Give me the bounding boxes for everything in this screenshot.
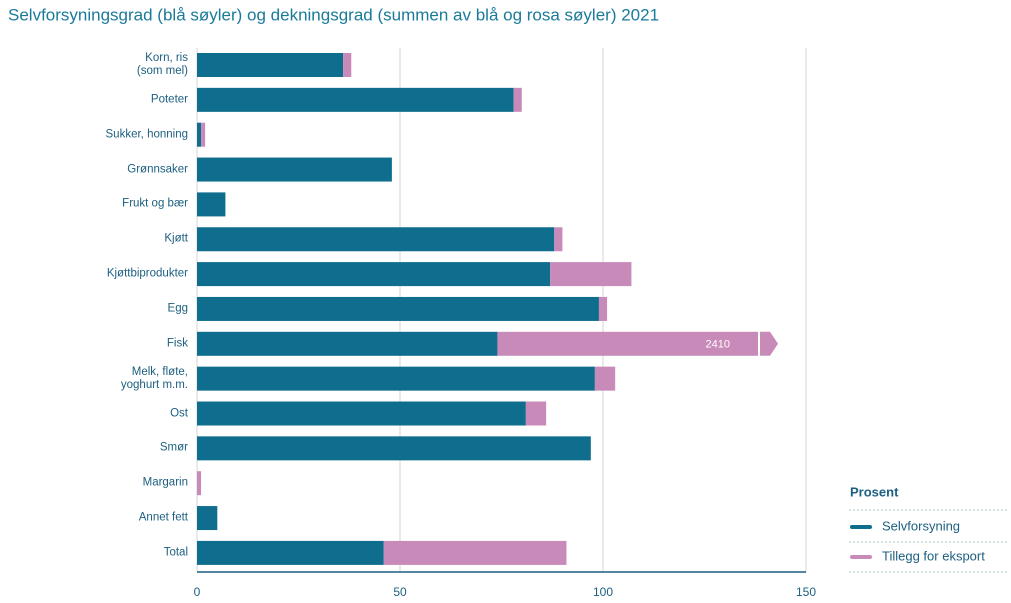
bar-segment [513, 87, 522, 112]
bar-segment [497, 331, 758, 356]
overflow-arrow [760, 331, 778, 356]
bar-segment [197, 471, 202, 496]
value-label: 2410 [705, 339, 729, 351]
y-tick-label: Ost [170, 407, 188, 419]
bar-segment [197, 157, 392, 182]
bar-segment [598, 296, 608, 321]
y-tick-label: Margarin [142, 476, 188, 489]
bar-segment [197, 296, 599, 321]
bar-segment [197, 227, 555, 252]
y-tick-label: Egg [167, 302, 188, 315]
x-tick-label: 100 [593, 585, 613, 599]
x-tick-label: 0 [194, 585, 201, 599]
legend-title: Prosent [850, 484, 899, 499]
bars [197, 53, 758, 565]
bar-segment [197, 192, 226, 217]
bar-segment [197, 53, 344, 77]
x-tick-label: 50 [393, 585, 407, 599]
bar-segment [550, 262, 632, 287]
bar-segment [197, 87, 514, 112]
bar-segment [197, 366, 595, 391]
bar-segment [197, 506, 218, 531]
bar-segment [383, 540, 567, 565]
legend-label: Selvforsyning [882, 518, 960, 533]
y-tick-label: Smør [159, 441, 188, 454]
bar-segment [343, 53, 352, 77]
y-tick-label: Grønnsaker [127, 163, 188, 176]
y-tick-label: Fisk [166, 337, 188, 350]
y-tick-label: Kjøttbiprodukter [106, 267, 188, 280]
legend-label: Tillegg for eksport [882, 548, 985, 563]
bar-segment [554, 227, 563, 252]
bar-segment [197, 401, 526, 426]
bar-segment [197, 262, 551, 287]
y-tick-label: Kjøtt [164, 232, 188, 245]
chart-title: Selvforsyningsgrad (blå søyler) og dekni… [8, 5, 659, 24]
bar-segment [197, 122, 202, 147]
bar-segment [197, 540, 384, 565]
bar-segment [197, 436, 591, 461]
y-tick-label: Total [163, 546, 188, 559]
bar-segment [525, 401, 547, 426]
y-tick-label: Frukt og bær [122, 197, 188, 210]
y-tick-label: Korn, ris (som mel) [136, 52, 188, 77]
y-tick-label: Sukker, honning [105, 128, 188, 141]
bar-segment [201, 122, 206, 147]
bar-segment [197, 331, 498, 356]
x-tick-label: 150 [796, 585, 816, 599]
y-tick-label: Annet fett [138, 511, 188, 524]
y-tick-label: Melk, fløte, yoghurt m.m. [120, 365, 188, 391]
y-tick-label: Poteter [150, 93, 188, 106]
bar-segment [594, 366, 616, 391]
